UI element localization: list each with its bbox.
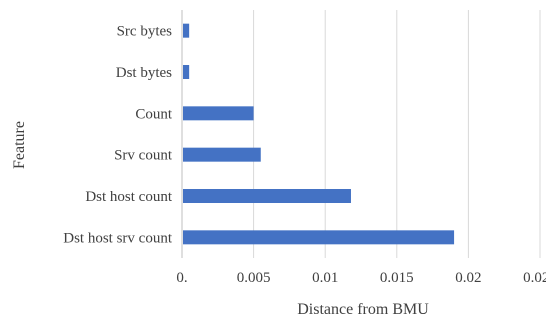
category-label: Src bytes	[117, 24, 173, 40]
bar	[183, 23, 190, 38]
bar	[183, 106, 254, 121]
bar	[183, 230, 455, 245]
category-label: Count	[135, 106, 173, 122]
bars	[183, 23, 455, 245]
category-labels: Src bytes Dst bytes Count Srv count Dst host…	[63, 24, 173, 247]
x-axis-title: Distance from BMU	[297, 301, 429, 318]
x-tick-label: 0.025	[523, 270, 546, 286]
y-axis-title: Feature	[11, 121, 28, 169]
x-tick-label: 0.02	[455, 270, 481, 286]
category-label: Dst host srv count	[63, 230, 173, 246]
bar	[183, 65, 190, 79]
x-tick-label: 0.01	[312, 270, 338, 286]
x-tick-label: 0.	[176, 270, 187, 286]
x-tick-label: 0.015	[380, 270, 414, 286]
bar	[183, 189, 351, 203]
category-label: Srv count	[114, 148, 173, 164]
x-tick-labels: 0. 0.005 0.01 0.015 0.02 0.025	[176, 270, 546, 286]
bar	[183, 147, 261, 162]
category-label: Dst host count	[85, 189, 173, 205]
category-label: Dst bytes	[116, 65, 172, 81]
x-tick-label: 0.005	[237, 270, 271, 286]
gridlines	[181, 10, 541, 258]
